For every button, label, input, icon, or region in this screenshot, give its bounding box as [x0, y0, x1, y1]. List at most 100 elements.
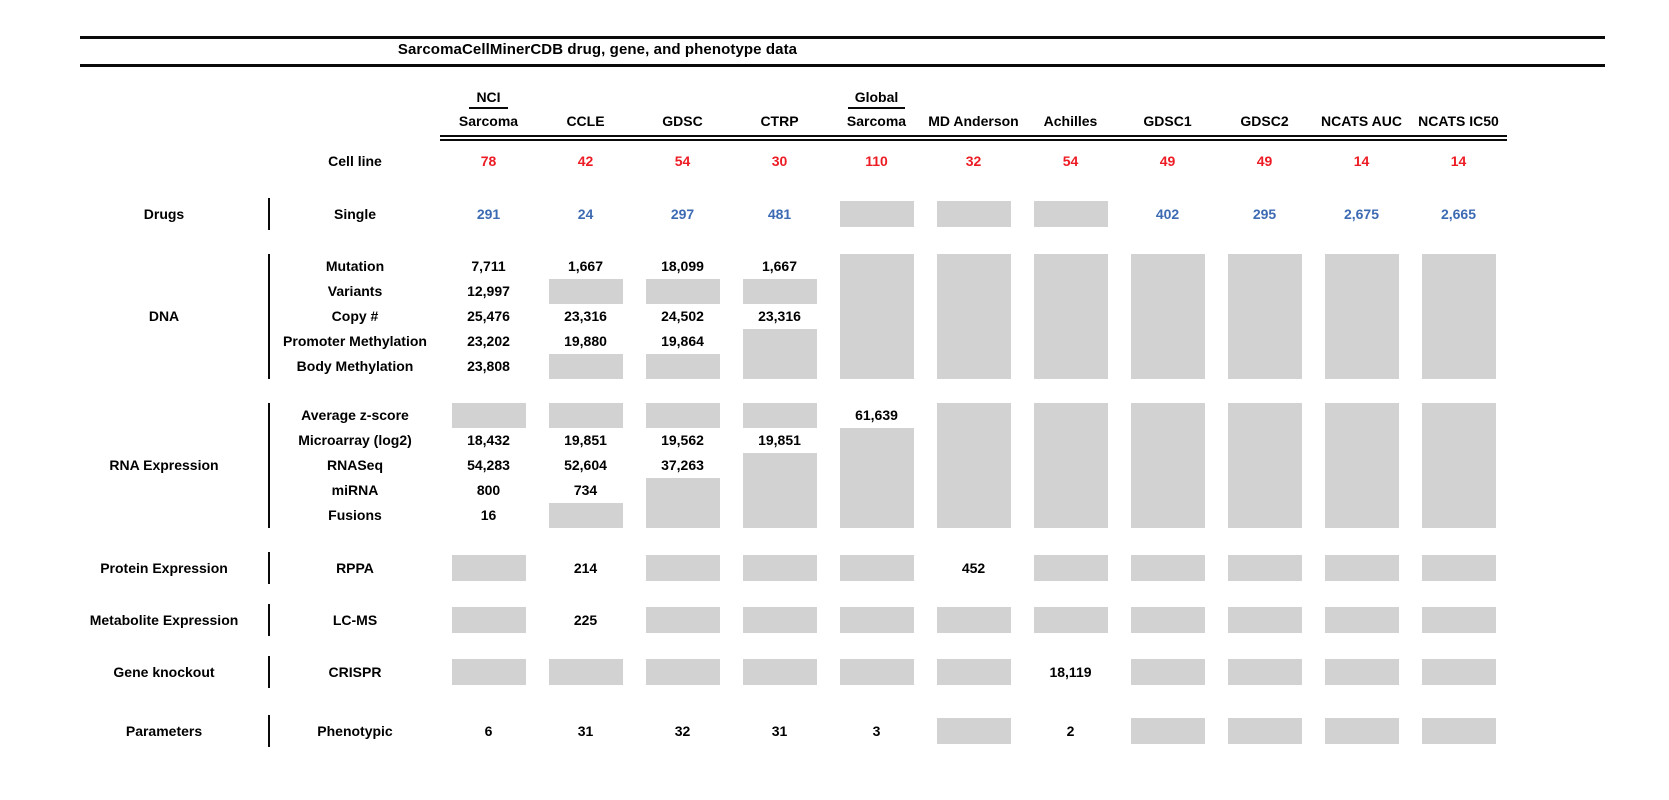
missing-data-box [451, 659, 526, 686]
value-cell [731, 354, 828, 380]
missing-data-box [548, 503, 623, 529]
column-header: Sarcoma [846, 112, 907, 129]
row-label: Copy # [331, 308, 379, 325]
category-label: Metabolite Expression [60, 604, 270, 637]
missing-data-box [742, 659, 817, 686]
value-cell [1119, 453, 1216, 479]
value-cell [1410, 453, 1507, 479]
row-label: Phenotypic [317, 722, 393, 739]
value-cell: 54,283 [440, 453, 537, 478]
section-drugs: Drugs Single 291 24 297 481 402 295 2,675 2,665 [60, 198, 1507, 231]
row-label: Promoter Methylation [283, 333, 427, 350]
missing-data-box [839, 428, 914, 454]
missing-data-box [1130, 718, 1205, 745]
value-cell [731, 329, 828, 355]
column-header: Sarcoma [458, 112, 519, 129]
value-cell [440, 656, 537, 688]
row-label: Mutation [325, 258, 385, 275]
value-cell [1313, 279, 1410, 305]
title-top-rule [80, 36, 1605, 39]
value-cell [634, 478, 731, 504]
sections-container: Drugs Single 291 24 297 481 402 295 2,675 2,665 DN… [60, 198, 1507, 748]
header-rule-row [60, 133, 1507, 142]
missing-data-box [548, 403, 623, 429]
value-cell [925, 478, 1022, 504]
missing-data-box [839, 453, 914, 479]
value-cell: 800 [440, 478, 537, 503]
value-cell [1313, 304, 1410, 330]
missing-data-box [548, 659, 623, 686]
missing-data-box [1421, 478, 1496, 504]
value-cell [1216, 254, 1313, 280]
value-text: 6 [484, 722, 493, 739]
missing-data-box [645, 503, 720, 529]
missing-data-box [742, 329, 817, 355]
missing-data-box [1227, 428, 1302, 454]
value-cell [1022, 552, 1119, 584]
value-text: 214 [573, 559, 598, 576]
section-parameters: Parameters Phenotypic 6 31 32 31 3 2 [60, 715, 1507, 748]
missing-data-box [1324, 478, 1399, 504]
title-bottom-rule [80, 64, 1605, 67]
value-cell [1410, 478, 1507, 504]
value-cell [731, 503, 828, 529]
missing-data-box [1324, 718, 1399, 745]
value-cell: 214 [537, 552, 634, 584]
missing-data-box [1324, 279, 1399, 305]
missing-data-box [839, 201, 914, 228]
value-text: 18,432 [467, 432, 510, 449]
value-cell: 23,316 [537, 304, 634, 329]
value-cell [1119, 552, 1216, 584]
section-protein-expression: Protein Expression RPPA 214 452 [60, 552, 1507, 585]
value-text: 19,880 [564, 333, 607, 350]
value-text: 18,119 [1049, 663, 1092, 680]
value-cell [1410, 279, 1507, 305]
value-cell [1119, 354, 1216, 380]
value-text: 295 [1252, 205, 1277, 222]
column-header: MD Anderson [928, 112, 1019, 129]
value-cell [1313, 403, 1410, 429]
cell-line-count: 49 [1159, 152, 1176, 169]
missing-data-box [742, 453, 817, 479]
missing-data-box [936, 718, 1011, 745]
value-text: 16 [480, 507, 497, 524]
missing-data-box [1033, 403, 1108, 429]
value-cell [925, 329, 1022, 355]
missing-data-box [1421, 354, 1496, 380]
missing-data-box [742, 279, 817, 305]
value-cell [1216, 503, 1313, 529]
value-cell [828, 279, 925, 305]
value-cell [1119, 403, 1216, 429]
row-label: LC-MS [332, 611, 378, 628]
value-cell [1022, 478, 1119, 504]
missing-data-box [1421, 659, 1496, 686]
column-header: NCATS IC50 [1418, 112, 1499, 129]
missing-data-box [742, 354, 817, 380]
section-gene-knockout: Gene knockout CRISPR 18,119 [60, 656, 1507, 689]
value-cell [1410, 552, 1507, 584]
value-text: 297 [670, 205, 695, 222]
value-text: 800 [476, 482, 501, 499]
missing-data-box [1227, 555, 1302, 582]
missing-data-box [1130, 607, 1205, 634]
value-cell [731, 656, 828, 688]
missing-data-box [1421, 718, 1496, 745]
missing-data-box [1421, 453, 1496, 479]
value-text: 734 [573, 482, 598, 499]
missing-data-box [1421, 607, 1496, 634]
value-cell: 31 [731, 715, 828, 747]
missing-data-box [645, 555, 720, 582]
row-label: RPPA [336, 559, 374, 576]
value-cell [537, 656, 634, 688]
value-cell [925, 354, 1022, 380]
section-dna: DNA Mutation 7,711 1,667 18,099 1,667 Variants… [60, 254, 1507, 380]
missing-data-box [839, 659, 914, 686]
missing-data-box [839, 304, 914, 330]
value-cell [925, 279, 1022, 305]
cell-line-label: Cell line [328, 152, 382, 169]
missing-data-box [1324, 607, 1399, 634]
missing-data-box [451, 555, 526, 582]
column-header: Achilles [1043, 112, 1098, 129]
missing-data-box [1227, 354, 1302, 380]
missing-data-box [1130, 403, 1205, 429]
